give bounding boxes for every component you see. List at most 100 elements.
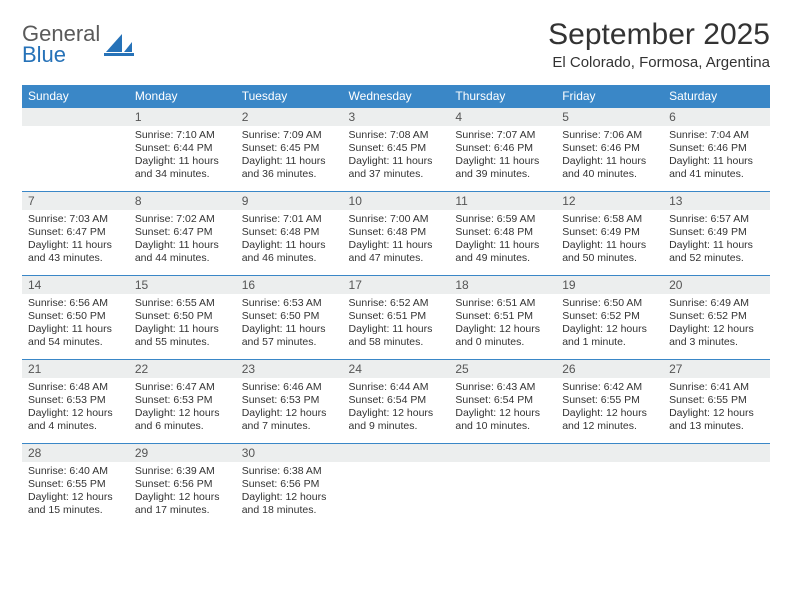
sunset-text: Sunset: 6:45 PM xyxy=(242,142,337,155)
day-number: 16 xyxy=(236,276,343,294)
daylight-text-2: and 6 minutes. xyxy=(135,420,230,433)
sunset-text: Sunset: 6:49 PM xyxy=(669,226,764,239)
daylight-text-1: Daylight: 11 hours xyxy=(28,239,123,252)
sunset-text: Sunset: 6:49 PM xyxy=(562,226,657,239)
daylight-text-2: and 17 minutes. xyxy=(135,504,230,517)
day-number: 23 xyxy=(236,360,343,378)
daylight-text-2: and 10 minutes. xyxy=(455,420,550,433)
calendar-day-cell: 1Sunrise: 7:10 AMSunset: 6:44 PMDaylight… xyxy=(129,108,236,192)
sunrise-text: Sunrise: 6:42 AM xyxy=(562,381,657,394)
day-details: Sunrise: 6:50 AMSunset: 6:52 PMDaylight:… xyxy=(556,294,663,355)
sunset-text: Sunset: 6:47 PM xyxy=(135,226,230,239)
sunset-text: Sunset: 6:50 PM xyxy=(135,310,230,323)
day-number: 14 xyxy=(22,276,129,294)
calendar-day-cell: 18Sunrise: 6:51 AMSunset: 6:51 PMDayligh… xyxy=(449,276,556,360)
brand-name: General Blue xyxy=(22,24,100,66)
daylight-text-1: Daylight: 11 hours xyxy=(242,155,337,168)
calendar-day-cell: 22Sunrise: 6:47 AMSunset: 6:53 PMDayligh… xyxy=(129,360,236,444)
sunset-text: Sunset: 6:54 PM xyxy=(455,394,550,407)
calendar-week-row: 28Sunrise: 6:40 AMSunset: 6:55 PMDayligh… xyxy=(22,444,770,528)
weekday-header: Monday xyxy=(129,85,236,108)
sunrise-text: Sunrise: 7:00 AM xyxy=(349,213,444,226)
sunrise-text: Sunrise: 6:48 AM xyxy=(28,381,123,394)
day-number-empty xyxy=(22,108,129,126)
daylight-text-2: and 47 minutes. xyxy=(349,252,444,265)
calendar-day-cell: 19Sunrise: 6:50 AMSunset: 6:52 PMDayligh… xyxy=(556,276,663,360)
day-details: Sunrise: 6:41 AMSunset: 6:55 PMDaylight:… xyxy=(663,378,770,439)
daylight-text-1: Daylight: 12 hours xyxy=(242,491,337,504)
daylight-text-1: Daylight: 11 hours xyxy=(135,155,230,168)
calendar-day-cell xyxy=(343,444,450,528)
day-number: 7 xyxy=(22,192,129,210)
daylight-text-1: Daylight: 12 hours xyxy=(562,323,657,336)
daylight-text-2: and 37 minutes. xyxy=(349,168,444,181)
daylight-text-1: Daylight: 11 hours xyxy=(28,323,123,336)
daylight-text-1: Daylight: 11 hours xyxy=(455,239,550,252)
day-number: 19 xyxy=(556,276,663,294)
page-title: September 2025 xyxy=(548,18,770,52)
calendar-day-cell: 30Sunrise: 6:38 AMSunset: 6:56 PMDayligh… xyxy=(236,444,343,528)
sunrise-text: Sunrise: 6:53 AM xyxy=(242,297,337,310)
day-number-empty xyxy=(556,444,663,462)
day-number: 10 xyxy=(343,192,450,210)
daylight-text-2: and 3 minutes. xyxy=(669,336,764,349)
sunrise-text: Sunrise: 7:01 AM xyxy=(242,213,337,226)
day-details: Sunrise: 6:49 AMSunset: 6:52 PMDaylight:… xyxy=(663,294,770,355)
calendar-day-cell: 15Sunrise: 6:55 AMSunset: 6:50 PMDayligh… xyxy=(129,276,236,360)
sunset-text: Sunset: 6:54 PM xyxy=(349,394,444,407)
day-details: Sunrise: 6:38 AMSunset: 6:56 PMDaylight:… xyxy=(236,462,343,523)
day-number-empty xyxy=(343,444,450,462)
sunrise-text: Sunrise: 7:09 AM xyxy=(242,129,337,142)
day-details: Sunrise: 7:07 AMSunset: 6:46 PMDaylight:… xyxy=(449,126,556,187)
sunrise-text: Sunrise: 6:43 AM xyxy=(455,381,550,394)
sunrise-text: Sunrise: 6:41 AM xyxy=(669,381,764,394)
day-details: Sunrise: 6:47 AMSunset: 6:53 PMDaylight:… xyxy=(129,378,236,439)
weekday-header: Friday xyxy=(556,85,663,108)
sunrise-text: Sunrise: 6:49 AM xyxy=(669,297,764,310)
sunset-text: Sunset: 6:53 PM xyxy=(28,394,123,407)
day-details: Sunrise: 7:06 AMSunset: 6:46 PMDaylight:… xyxy=(556,126,663,187)
day-details: Sunrise: 6:43 AMSunset: 6:54 PMDaylight:… xyxy=(449,378,556,439)
day-details: Sunrise: 7:00 AMSunset: 6:48 PMDaylight:… xyxy=(343,210,450,271)
sunrise-text: Sunrise: 7:10 AM xyxy=(135,129,230,142)
weekday-header: Wednesday xyxy=(343,85,450,108)
calendar-day-cell: 24Sunrise: 6:44 AMSunset: 6:54 PMDayligh… xyxy=(343,360,450,444)
daylight-text-2: and 43 minutes. xyxy=(28,252,123,265)
sunset-text: Sunset: 6:48 PM xyxy=(455,226,550,239)
weekday-header: Saturday xyxy=(663,85,770,108)
day-number: 2 xyxy=(236,108,343,126)
sunset-text: Sunset: 6:53 PM xyxy=(135,394,230,407)
daylight-text-1: Daylight: 11 hours xyxy=(242,239,337,252)
day-number: 25 xyxy=(449,360,556,378)
calendar-week-row: 14Sunrise: 6:56 AMSunset: 6:50 PMDayligh… xyxy=(22,276,770,360)
daylight-text-2: and 50 minutes. xyxy=(562,252,657,265)
day-number: 6 xyxy=(663,108,770,126)
sunrise-text: Sunrise: 7:08 AM xyxy=(349,129,444,142)
day-details: Sunrise: 6:46 AMSunset: 6:53 PMDaylight:… xyxy=(236,378,343,439)
sunset-text: Sunset: 6:48 PM xyxy=(242,226,337,239)
day-details: Sunrise: 6:58 AMSunset: 6:49 PMDaylight:… xyxy=(556,210,663,271)
calendar-week-row: 7Sunrise: 7:03 AMSunset: 6:47 PMDaylight… xyxy=(22,192,770,276)
daylight-text-2: and 58 minutes. xyxy=(349,336,444,349)
day-number-empty xyxy=(663,444,770,462)
sunrise-text: Sunrise: 6:55 AM xyxy=(135,297,230,310)
day-details: Sunrise: 7:03 AMSunset: 6:47 PMDaylight:… xyxy=(22,210,129,271)
sunrise-text: Sunrise: 7:02 AM xyxy=(135,213,230,226)
day-number: 13 xyxy=(663,192,770,210)
daylight-text-1: Daylight: 11 hours xyxy=(349,323,444,336)
calendar-day-cell: 16Sunrise: 6:53 AMSunset: 6:50 PMDayligh… xyxy=(236,276,343,360)
day-number: 26 xyxy=(556,360,663,378)
sunrise-text: Sunrise: 6:50 AM xyxy=(562,297,657,310)
daylight-text-2: and 1 minute. xyxy=(562,336,657,349)
calendar-day-cell: 21Sunrise: 6:48 AMSunset: 6:53 PMDayligh… xyxy=(22,360,129,444)
day-number: 8 xyxy=(129,192,236,210)
sunrise-text: Sunrise: 6:44 AM xyxy=(349,381,444,394)
sunset-text: Sunset: 6:51 PM xyxy=(455,310,550,323)
daylight-text-1: Daylight: 12 hours xyxy=(562,407,657,420)
calendar-day-cell: 27Sunrise: 6:41 AMSunset: 6:55 PMDayligh… xyxy=(663,360,770,444)
sunset-text: Sunset: 6:50 PM xyxy=(28,310,123,323)
day-number: 9 xyxy=(236,192,343,210)
daylight-text-1: Daylight: 11 hours xyxy=(455,155,550,168)
title-block: September 2025 El Colorado, Formosa, Arg… xyxy=(548,18,770,71)
day-details: Sunrise: 7:01 AMSunset: 6:48 PMDaylight:… xyxy=(236,210,343,271)
